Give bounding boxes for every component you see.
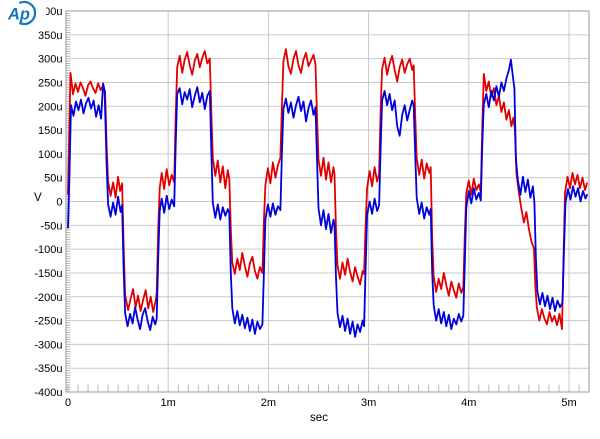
x-tick-label: 2m: [261, 397, 276, 409]
y-tick-label: -100u: [34, 244, 62, 256]
y-tick-label: 350u: [38, 30, 62, 42]
y-axis-unit-label: V: [34, 192, 42, 204]
trace-red: [67, 48, 588, 331]
y-tick-label: 50u: [44, 173, 62, 185]
ap-logo-swoosh: [19, 0, 37, 26]
y-tick-label: 150u: [38, 125, 62, 137]
x-tick-label: 5m: [561, 397, 576, 409]
y-tick-label: -300u: [34, 339, 62, 351]
y-tick-label: -250u: [34, 316, 62, 328]
y-tick-label: -400u: [34, 387, 62, 399]
y-tick-label: -150u: [34, 268, 62, 280]
x-tick-label: 0: [65, 397, 71, 409]
x-tick-label: 3m: [361, 397, 376, 409]
y-tick-label: -350u: [34, 363, 62, 375]
x-tick-label: 1m: [161, 397, 176, 409]
x-axis-unit-label: sec: [310, 412, 328, 424]
trace-blue: [67, 58, 588, 338]
ap-logo: Ap: [2, 0, 46, 27]
x-tick-label: 4m: [461, 397, 476, 409]
y-tick-label: -200u: [34, 292, 62, 304]
ap-logo-text: Ap: [7, 6, 30, 24]
y-tick-label: 100u: [38, 149, 62, 161]
y-tick-label: 300u: [38, 54, 62, 66]
y-tick-label: 250u: [38, 77, 62, 89]
ap-logo-background: [2, 0, 46, 27]
y-tick-label: 200u: [38, 101, 62, 113]
y-tick-label: -50u: [40, 220, 62, 232]
plot-border: [65, 10, 590, 393]
y-tick-label: 0: [56, 197, 62, 209]
